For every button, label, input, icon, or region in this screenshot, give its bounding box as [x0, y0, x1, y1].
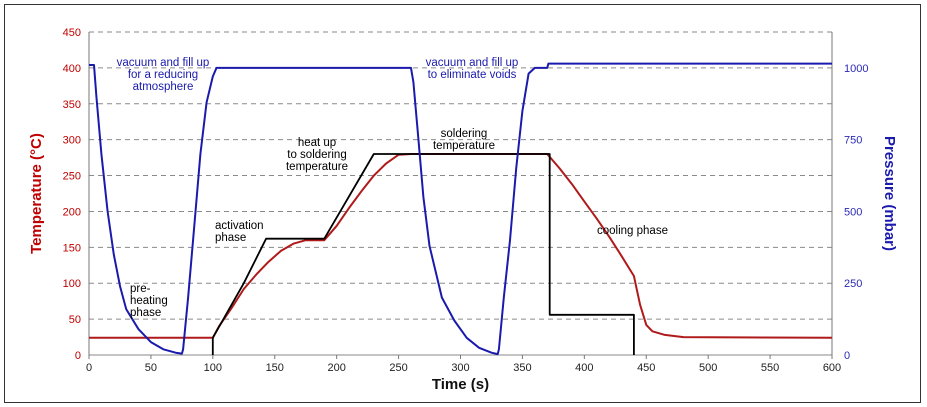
- annotation-cooling-phase: cooling phase: [597, 225, 668, 237]
- left-tick-label: 350: [63, 99, 81, 111]
- annotation-soldering-temperature: soldering temperature: [433, 128, 495, 152]
- annotation-line: phase: [130, 307, 161, 319]
- right-axis-title: Pressure (mbar): [881, 136, 898, 251]
- right-tick-label: 0: [844, 350, 850, 362]
- annotation-line: for a reducing: [128, 69, 198, 81]
- annotation-line: heating: [130, 295, 168, 307]
- annotation-vacuum-voids: vacuum and fill up to eliminate voids: [426, 57, 519, 81]
- annotation-line: activation: [215, 220, 264, 232]
- annotation-line: atmosphere: [133, 81, 194, 93]
- x-tick-label: 200: [327, 362, 345, 374]
- x-tick-label: 150: [266, 362, 284, 374]
- x-axis-title: Time (s): [432, 376, 489, 393]
- left-tick-label: 100: [63, 278, 81, 290]
- temperature-actual-line: [89, 153, 833, 339]
- annotation-line: vacuum and fill up: [117, 57, 210, 69]
- right-tick-label: 250: [844, 278, 862, 290]
- pressure-line: [89, 62, 832, 356]
- left-tick-label: 250: [63, 171, 81, 183]
- annotation-preheating-phase: pre-heating phase: [130, 283, 168, 319]
- annotation-vacuum-reducing: vacuum and fill up for a reducing atmosphe…: [117, 57, 210, 93]
- annotation-line: vacuum and fill up: [426, 57, 519, 69]
- x-tick-label: 450: [637, 362, 655, 374]
- x-tick-label: 500: [699, 362, 717, 374]
- right-tick-label: 1000: [844, 63, 868, 75]
- x-tick-label: 0: [86, 362, 92, 374]
- annotation-line: phase: [215, 232, 246, 244]
- annotation-line: pre-: [130, 283, 151, 295]
- annotation-activation-phase: activation phase: [215, 220, 264, 244]
- x-tick-label: 50: [145, 362, 157, 374]
- annotation-line: to soldering: [287, 149, 346, 161]
- left-tick-label: 50: [69, 314, 81, 326]
- annotation-heat-up: heat up to soldering temperature: [286, 137, 348, 173]
- right-tick-label: 500: [844, 206, 862, 218]
- x-tick-label: 600: [823, 362, 841, 374]
- left-tick-label: 0: [75, 350, 81, 362]
- temperature-setpoint-line: [211, 153, 635, 355]
- left-tick-label: 200: [63, 206, 81, 218]
- annotation-line: temperature: [286, 161, 348, 173]
- x-tick-label: 400: [575, 362, 593, 374]
- left-tick-label: 450: [63, 27, 81, 39]
- left-tick-label: 300: [63, 135, 81, 147]
- x-tick-label: 250: [389, 362, 407, 374]
- annotation-line: heat up: [298, 137, 336, 149]
- left-tick-label: 400: [63, 63, 81, 75]
- x-tick-label: 300: [451, 362, 469, 374]
- annotation-line: temperature: [433, 140, 495, 152]
- left-tick-label: 150: [63, 242, 81, 254]
- x-tick-label: 100: [204, 362, 222, 374]
- left-axis-title: Temperature (°C): [28, 133, 45, 254]
- annotation-line: to eliminate voids: [428, 69, 517, 81]
- annotation-line: cooling phase: [597, 225, 668, 237]
- annotation-line: soldering: [441, 128, 488, 140]
- right-tick-label: 750: [844, 135, 862, 147]
- x-tick-label: 350: [513, 362, 531, 374]
- x-tick-label: 550: [761, 362, 779, 374]
